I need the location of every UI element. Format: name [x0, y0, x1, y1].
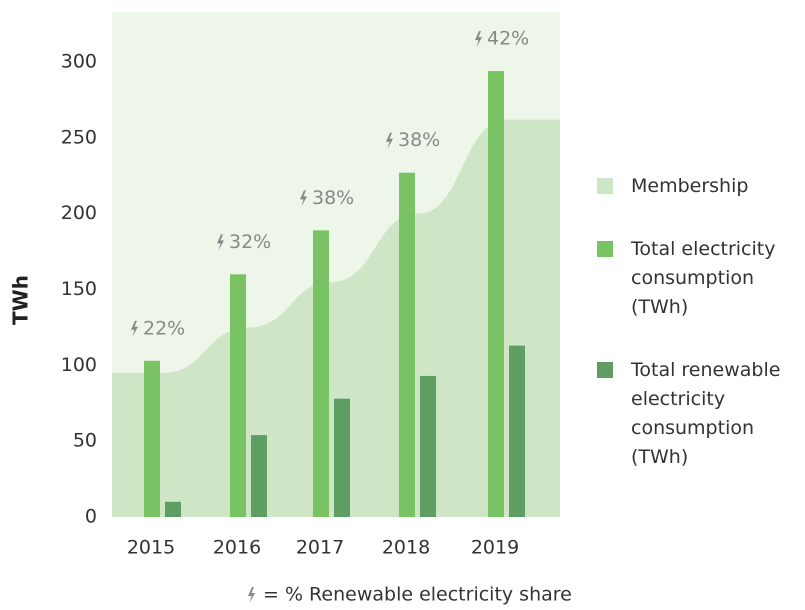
- legend-label: Total electricity consumption (TWh): [631, 238, 776, 318]
- bolt-icon: [386, 132, 393, 149]
- bolt-icon: [217, 234, 224, 251]
- legend-swatch: [597, 241, 613, 257]
- footnote: = % Renewable electricity share: [263, 584, 572, 606]
- share-label: 38%: [398, 129, 440, 151]
- bolt-icon: [300, 190, 307, 207]
- bolt-icon: [131, 320, 138, 337]
- share-label: 42%: [487, 28, 529, 50]
- bar: [313, 230, 329, 517]
- share-label: 38%: [312, 187, 354, 209]
- bar: [144, 360, 160, 517]
- x-tick-label: 2019: [471, 537, 519, 559]
- y-tick-label: 150: [61, 278, 97, 300]
- legend-item: Total electricity consumption (TWh): [597, 235, 805, 322]
- legend-label: Membership: [631, 175, 749, 197]
- legend-item: Total renewable electricity consumption …: [597, 356, 805, 472]
- x-tick-label: 2015: [127, 537, 175, 559]
- bar: [399, 172, 415, 517]
- legend-item: Membership: [597, 172, 805, 201]
- y-tick-label: 250: [61, 126, 97, 148]
- y-axis-label: TWh: [9, 275, 33, 325]
- legend-swatch: [597, 362, 613, 378]
- bar: [420, 375, 436, 517]
- bar: [334, 398, 350, 517]
- bolt-icon: [475, 31, 482, 48]
- share-label: 22%: [143, 317, 185, 339]
- share-label: 32%: [229, 231, 271, 253]
- x-tick-label: 2018: [382, 537, 430, 559]
- bolt-icon: [248, 587, 255, 603]
- legend-swatch: [597, 178, 613, 194]
- y-tick-label: 300: [61, 51, 97, 73]
- membership-area: [112, 119, 560, 517]
- legend: Membership Total electricity consumption …: [597, 172, 805, 506]
- bar: [509, 345, 525, 517]
- x-tick-label: 2016: [213, 537, 261, 559]
- x-tick-label: 2017: [296, 537, 344, 559]
- bar: [251, 435, 267, 517]
- y-tick-label: 100: [61, 354, 97, 376]
- bar: [488, 71, 504, 517]
- legend-label: Total renewable electricity consumption …: [631, 359, 781, 468]
- y-tick-label: 200: [61, 202, 97, 224]
- y-tick-label: 0: [85, 506, 97, 528]
- y-tick-label: 50: [73, 430, 97, 452]
- bar: [230, 274, 246, 517]
- bar: [165, 501, 181, 517]
